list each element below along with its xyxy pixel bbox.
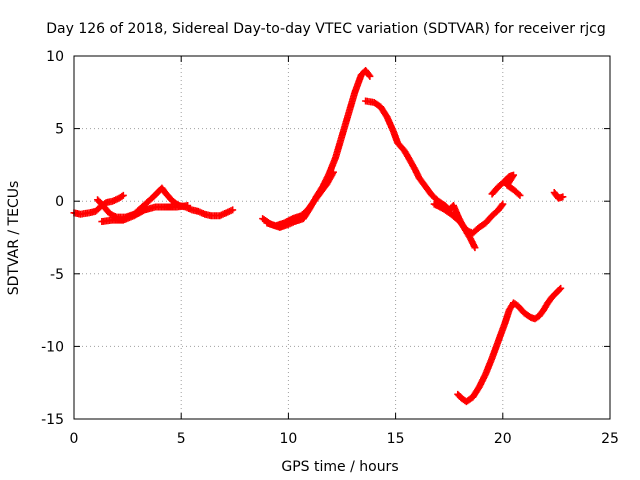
data-markers bbox=[70, 67, 567, 406]
y-tick-label: -10 bbox=[41, 339, 64, 355]
data-point bbox=[516, 191, 524, 199]
data-point bbox=[365, 71, 373, 79]
data-point bbox=[118, 192, 126, 200]
x-tick-label: 25 bbox=[601, 431, 619, 447]
data-point bbox=[556, 285, 564, 293]
data-point bbox=[119, 191, 127, 199]
y-tick-label: -5 bbox=[50, 267, 64, 283]
x-tick-label: 20 bbox=[494, 431, 512, 447]
y-tick-label: 0 bbox=[55, 194, 64, 210]
data-point bbox=[329, 170, 337, 178]
x-tick-label: 15 bbox=[387, 431, 405, 447]
x-tick-label: 10 bbox=[279, 431, 297, 447]
data-point bbox=[184, 202, 192, 210]
plot-frame bbox=[73, 55, 611, 420]
data-point bbox=[471, 244, 479, 252]
data-point bbox=[229, 206, 237, 214]
series-segment-3 bbox=[98, 202, 192, 226]
y-tick-label: 10 bbox=[46, 49, 64, 65]
y-axis-label: SDTVAR / TECUs bbox=[6, 181, 22, 296]
series-segment-5 bbox=[263, 168, 337, 230]
data-point bbox=[366, 72, 374, 80]
y-tick-label: 5 bbox=[55, 122, 64, 138]
y-tick-label: -15 bbox=[41, 412, 64, 428]
data-point bbox=[329, 168, 337, 176]
data-point bbox=[559, 193, 567, 201]
data-point bbox=[557, 284, 565, 292]
x-tick-label: 0 bbox=[70, 431, 79, 447]
series-segment-7 bbox=[430, 200, 507, 237]
series-segment-8 bbox=[488, 171, 524, 199]
chart-title: Day 126 of 2018, Sidereal Day-to-day VTE… bbox=[46, 21, 605, 37]
data-point bbox=[499, 200, 507, 208]
data-point bbox=[515, 190, 523, 198]
x-axis-label: GPS time / hours bbox=[281, 459, 398, 475]
tick-labels: 0 5 10 15 20 25 -15 -10 -5 0 5 10 bbox=[41, 49, 619, 447]
axis-ticks bbox=[73, 55, 611, 420]
series-segment-9 bbox=[550, 188, 567, 202]
series-segment-10 bbox=[454, 284, 565, 406]
x-tick-label: 5 bbox=[177, 431, 186, 447]
data-point bbox=[498, 201, 506, 209]
